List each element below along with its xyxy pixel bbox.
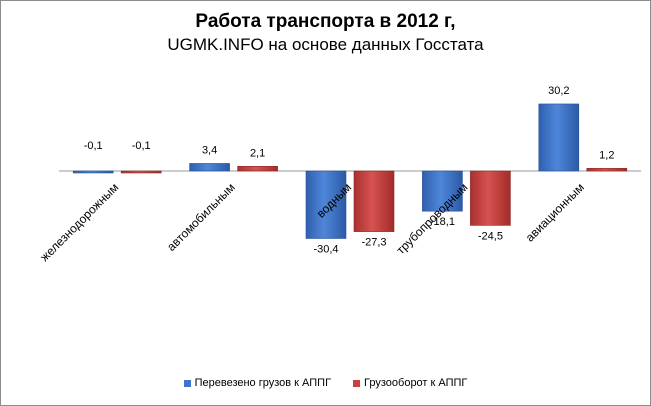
bar-turnover-1 <box>237 166 278 172</box>
value-label: -30,4 <box>313 243 338 255</box>
bar-turnover-2 <box>353 170 395 232</box>
value-label: 3,4 <box>202 144 217 156</box>
value-label: 30,2 <box>548 85 569 97</box>
category-label: автомобильным <box>164 180 238 254</box>
bar-cargo-2 <box>305 170 347 239</box>
chart-title: Работа транспорта в 2012 г, <box>195 11 456 32</box>
value-label: -27,3 <box>361 237 386 249</box>
value-label: 2,1 <box>250 147 265 159</box>
legend-swatch-red <box>353 379 361 387</box>
bar-cargo-3 <box>422 170 463 212</box>
bar-cargo-1 <box>189 163 230 172</box>
value-label: -18,1 <box>430 216 455 228</box>
value-label: -0,1 <box>84 140 103 152</box>
category-label: авиационным <box>523 180 587 244</box>
bar-turnover-4 <box>586 168 628 172</box>
bar-cargo-4 <box>538 103 580 172</box>
value-label: -24,5 <box>478 230 503 242</box>
bar-turnover-3 <box>470 170 511 226</box>
bar-turnover-0 <box>120 170 162 174</box>
legend-label: Грузооборот к АППГ <box>364 377 468 389</box>
value-label: -0,1 <box>132 140 151 152</box>
legend: Перевезено грузов к АППГ Грузооборот к А… <box>1 377 650 389</box>
value-label: 1,2 <box>599 149 614 161</box>
legend-item-series-1: Грузооборот к АППГ <box>353 377 467 389</box>
legend-swatch-blue <box>183 379 191 387</box>
bar-cargo-0 <box>72 170 114 174</box>
category-label: железнодорожным <box>37 180 121 264</box>
legend-item-series-0: Перевезено грузов к АППГ <box>183 377 332 389</box>
legend-label: Перевезено грузов к АППГ <box>194 377 332 389</box>
chart-subtitle: UGMK.INFO на основе данных Госстата <box>167 35 484 54</box>
